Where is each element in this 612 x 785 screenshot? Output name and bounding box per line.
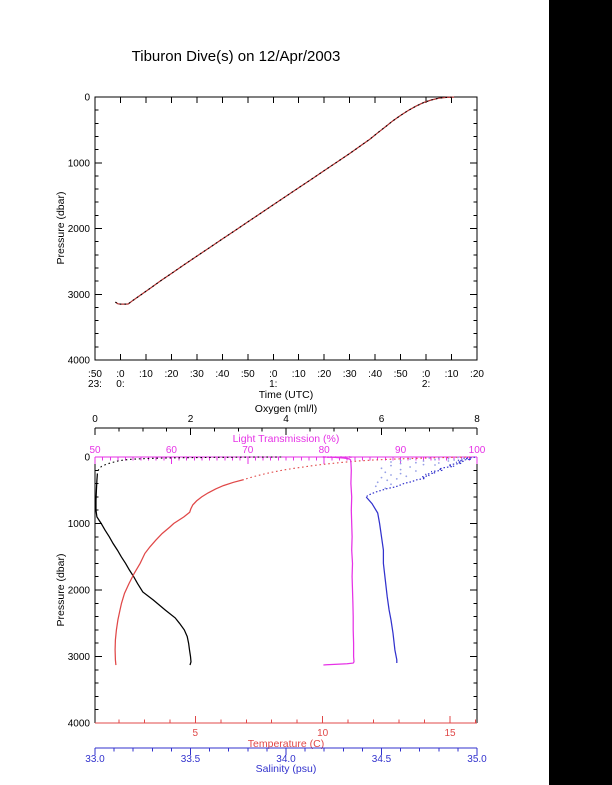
svg-text:0: 0	[84, 93, 90, 104]
oxygen-deep	[95, 473, 192, 666]
svg-text:3000: 3000	[68, 652, 91, 663]
svg-text:0: 0	[84, 453, 90, 464]
svg-text:23:: 23:	[88, 379, 102, 390]
dive-profile-line	[115, 96, 455, 305]
svg-text:Pressure (dbar): Pressure (dbar)	[55, 554, 67, 627]
svg-text:Time (UTC): Time (UTC)	[259, 389, 313, 401]
svg-text:35.0: 35.0	[467, 754, 487, 765]
bottom-plot-pressure-axis: 0 1000 2000 3000 4000 Pressure (dbar)	[55, 453, 478, 730]
salinity-shallow	[365, 456, 476, 498]
temperature-shallow	[243, 456, 471, 481]
svg-text:2000: 2000	[68, 586, 91, 597]
oxygen-shallow	[96, 456, 282, 474]
salinity-deep	[365, 496, 398, 663]
svg-text:1000: 1000	[68, 158, 91, 169]
bottom-plot: 0 1000 2000 3000 4000 Pressure (dbar) 0 2 4 6 8 Oxy…	[55, 403, 487, 775]
svg-text::0: :0	[116, 369, 125, 380]
svg-text:60: 60	[166, 445, 178, 456]
top-plot-pressure-axis: 0 1000 2000 3000 4000 Pressure (dbar)	[55, 93, 477, 367]
svg-text:33.5: 33.5	[181, 754, 201, 765]
svg-text:3000: 3000	[68, 290, 91, 301]
svg-text:4000: 4000	[68, 719, 91, 730]
dive-profile-dots	[115, 96, 455, 305]
svg-text:Temperature (C): Temperature (C)	[248, 738, 324, 750]
light-transmission	[323, 456, 355, 666]
oxygen-axis: 0 2 4 6 8 Oxygen (ml/l)	[92, 403, 480, 435]
svg-text:4: 4	[283, 414, 289, 425]
svg-text::20: :20	[164, 369, 178, 380]
svg-text:8: 8	[474, 414, 480, 425]
svg-text:15: 15	[444, 728, 456, 739]
svg-text:1:: 1:	[269, 379, 277, 390]
svg-text:50: 50	[89, 445, 101, 456]
svg-text:33.0: 33.0	[85, 754, 105, 765]
svg-text:100: 100	[469, 445, 486, 456]
svg-text:2000: 2000	[68, 224, 91, 235]
svg-text:Pressure (dbar): Pressure (dbar)	[55, 192, 67, 265]
svg-text::40: :40	[215, 369, 229, 380]
svg-text::30: :30	[190, 369, 204, 380]
svg-text::30: :30	[343, 369, 357, 380]
top-plot-time-axis: :50 :0 :10 :20 :30 :40 :50 :0 :10 :20 :30 :40 :50 :0:…	[88, 97, 484, 401]
plot-title: Tiburon Dive(s) on 12/Apr/2003	[131, 48, 341, 65]
svg-text:Light Transmission (%): Light Transmission (%)	[233, 433, 340, 445]
svg-text:34.5: 34.5	[372, 754, 392, 765]
svg-text::10: :10	[292, 369, 306, 380]
svg-text::10: :10	[139, 369, 153, 380]
svg-text:2: 2	[188, 414, 194, 425]
svg-text::50: :50	[241, 369, 255, 380]
svg-text:5: 5	[193, 728, 199, 739]
svg-text:80: 80	[319, 445, 331, 456]
svg-text:70: 70	[242, 445, 254, 456]
svg-text:6: 6	[379, 414, 385, 425]
svg-text:0: 0	[92, 414, 98, 425]
svg-text::40: :40	[368, 369, 382, 380]
svg-text::50: :50	[88, 369, 102, 380]
top-plot-frame	[94, 96, 478, 361]
svg-text:2:: 2:	[422, 379, 430, 390]
salinity-noise	[374, 456, 463, 490]
svg-text:10: 10	[317, 728, 329, 739]
svg-text::0: :0	[269, 369, 278, 380]
svg-text::20: :20	[317, 369, 331, 380]
svg-text:34.0: 34.0	[276, 754, 296, 765]
light-transmission-axis: 50 60 70 80 90 100 Light Transmission (%)	[89, 433, 486, 464]
svg-text:Salinity (psu): Salinity (psu)	[256, 763, 317, 775]
salinity-axis: 33.0 33.5 34.0 34.5 35.0 Salinity (psu)	[85, 747, 487, 775]
svg-text:Oxygen (ml/l): Oxygen (ml/l)	[255, 403, 317, 415]
svg-text::10: :10	[445, 369, 459, 380]
light-transmission-surface-scatter	[322, 456, 352, 458]
svg-text::20: :20	[470, 369, 484, 380]
svg-text::0: :0	[422, 369, 431, 380]
svg-text:1000: 1000	[68, 519, 91, 530]
svg-text:90: 90	[395, 445, 407, 456]
svg-text::50: :50	[394, 369, 408, 380]
temperature-axis: 5 10 15 Temperature (C)	[95, 716, 477, 750]
right-black-band	[549, 0, 612, 785]
temperature-deep	[114, 478, 244, 666]
svg-text:0:: 0:	[116, 379, 124, 390]
svg-text:4000: 4000	[68, 356, 91, 367]
top-plot: :50 :0 :10 :20 :30 :40 :50 :0 :10 :20 :30 :40 :50 :0:…	[55, 93, 484, 402]
